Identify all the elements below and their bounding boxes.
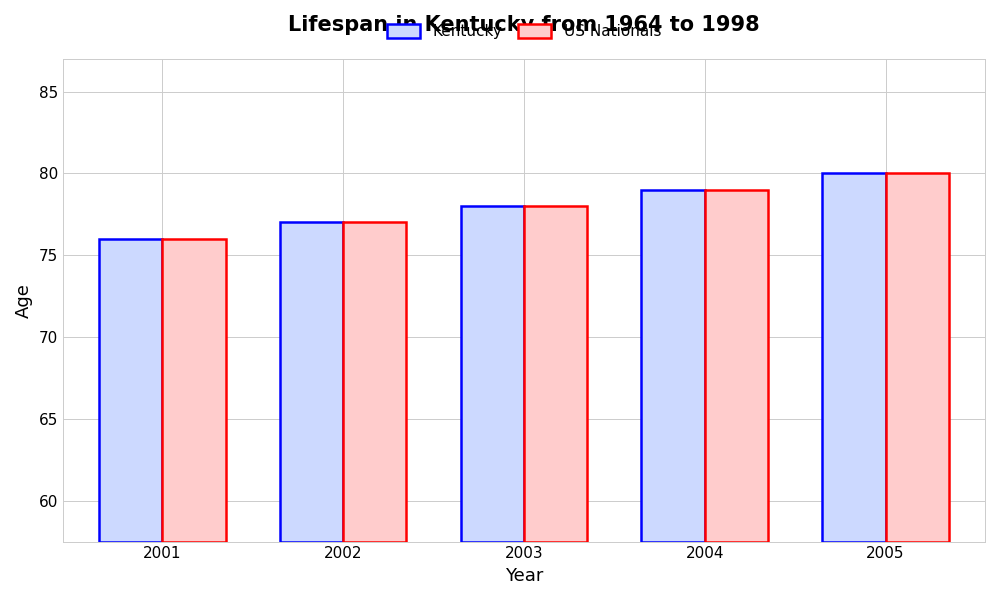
Y-axis label: Age: Age — [15, 283, 33, 317]
Bar — [705, 190, 768, 542]
Bar — [641, 190, 705, 542]
Bar — [461, 206, 524, 542]
Bar — [524, 206, 587, 542]
Bar — [343, 223, 406, 542]
Bar — [280, 223, 343, 542]
Legend: Kentucky, US Nationals: Kentucky, US Nationals — [381, 18, 667, 46]
Bar — [99, 239, 162, 542]
Title: Lifespan in Kentucky from 1964 to 1998: Lifespan in Kentucky from 1964 to 1998 — [288, 15, 760, 35]
Bar — [162, 239, 226, 542]
X-axis label: Year: Year — [505, 567, 543, 585]
Bar — [886, 173, 949, 542]
Bar — [822, 173, 886, 542]
